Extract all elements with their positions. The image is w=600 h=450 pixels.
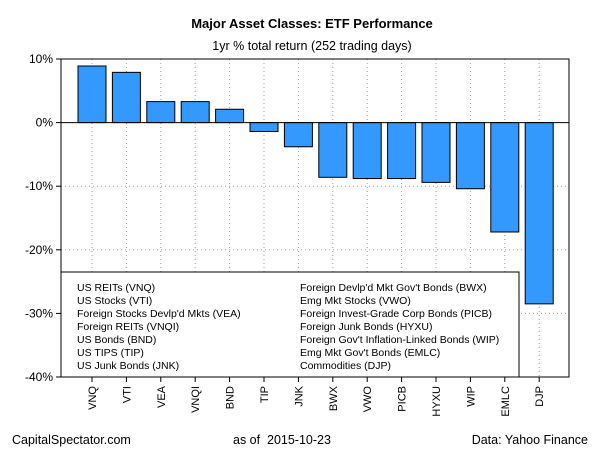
bar-vti xyxy=(111,71,141,124)
legend-entry: Foreign Gov't Inflation-Linked Bonds (WI… xyxy=(300,334,499,346)
bar-vwo xyxy=(352,122,382,180)
y-tick-label: -10% xyxy=(25,179,53,193)
x-tick-label: VNQ xyxy=(87,386,99,410)
footer-as-of-label: as of xyxy=(233,433,261,447)
x-tick-label: BWX xyxy=(328,385,340,411)
y-tick-label: -40% xyxy=(25,370,53,384)
legend-entry: Emg Mkt Gov't Bonds (EMLC) xyxy=(300,347,440,359)
legend-entry: Foreign Devlp'd Mkt Gov't Bonds (BWX) xyxy=(300,282,487,294)
legend-box xyxy=(60,271,520,378)
legend-entry: Emg Mkt Stocks (VWO) xyxy=(300,295,411,307)
legend-entry: Foreign REITs (VNQI) xyxy=(77,321,179,333)
chart-subtitle: 1yr % total return (252 trading days) xyxy=(212,39,411,53)
legend-entry: US Junk Bonds (JNK) xyxy=(77,360,179,372)
x-tick-label: VTI xyxy=(121,386,133,403)
legend-entry: US REITs (VNQ) xyxy=(77,282,155,294)
legend-entry: US Bonds (BND) xyxy=(77,334,156,346)
plot-frame xyxy=(60,58,570,378)
legend: US REITs (VNQ)US Stocks (VTI)Foreign Sto… xyxy=(60,271,520,378)
x-tick-label: BND xyxy=(225,386,237,409)
bar-vnq xyxy=(77,65,107,124)
legend-entry: US Stocks (VTI) xyxy=(77,295,152,307)
y-tick-label: 10% xyxy=(29,52,53,66)
bar-vea xyxy=(146,101,176,124)
axes: 10% 0% -10% -20% -30% -40% VNQ VTI VEA VNQI BND TIP… xyxy=(25,52,570,417)
x-tick-label: VWO xyxy=(362,386,374,413)
bar-vnqi xyxy=(180,101,210,124)
bar-picb xyxy=(387,122,417,180)
x-tick-label: VNQI xyxy=(190,386,202,413)
legend-entry: Foreign Stocks Devlp'd Mkts (VEA) xyxy=(77,308,241,320)
y-tick-label: -30% xyxy=(25,306,53,320)
x-tick-label: WIP xyxy=(465,386,477,407)
bar-wip xyxy=(455,122,485,190)
footer-as-of-date: 2015-10-23 xyxy=(267,433,331,447)
bar-jnk xyxy=(283,122,313,148)
x-tick-label: VEA xyxy=(156,385,168,408)
x-tick-label: PICB xyxy=(397,386,409,412)
y-tick-label: 0% xyxy=(36,116,54,130)
bar-bwx xyxy=(318,122,348,178)
bar-tip xyxy=(249,122,279,133)
footer-source-right: Data: Yahoo Finance xyxy=(472,433,588,447)
footer-source-left: CapitalSpectator.com xyxy=(12,433,131,447)
bars xyxy=(77,65,554,305)
bar-djp xyxy=(524,122,554,305)
x-tick-label: EMLC xyxy=(500,386,512,417)
x-tick-label: HYXU xyxy=(431,386,443,417)
legend-entry: US TIPS (TIP) xyxy=(77,347,144,359)
legend-entry: Foreign Junk Bonds (HYXU) xyxy=(300,321,432,333)
x-tick-label: TIP xyxy=(259,386,271,403)
y-tick-label: -20% xyxy=(25,243,53,257)
bar-emlc xyxy=(490,122,520,233)
bar-hyxu xyxy=(421,122,451,183)
chart-title: Major Asset Classes: ETF Performance xyxy=(191,16,433,31)
legend-entry: Foreign Invest-Grade Corp Bonds (PICB) xyxy=(300,308,492,320)
x-tick-label: DJP xyxy=(534,386,546,407)
legend-entry: Commodities (DJP) xyxy=(300,360,391,372)
x-tick-label: JNK xyxy=(293,385,305,406)
bar-bnd xyxy=(215,108,245,124)
